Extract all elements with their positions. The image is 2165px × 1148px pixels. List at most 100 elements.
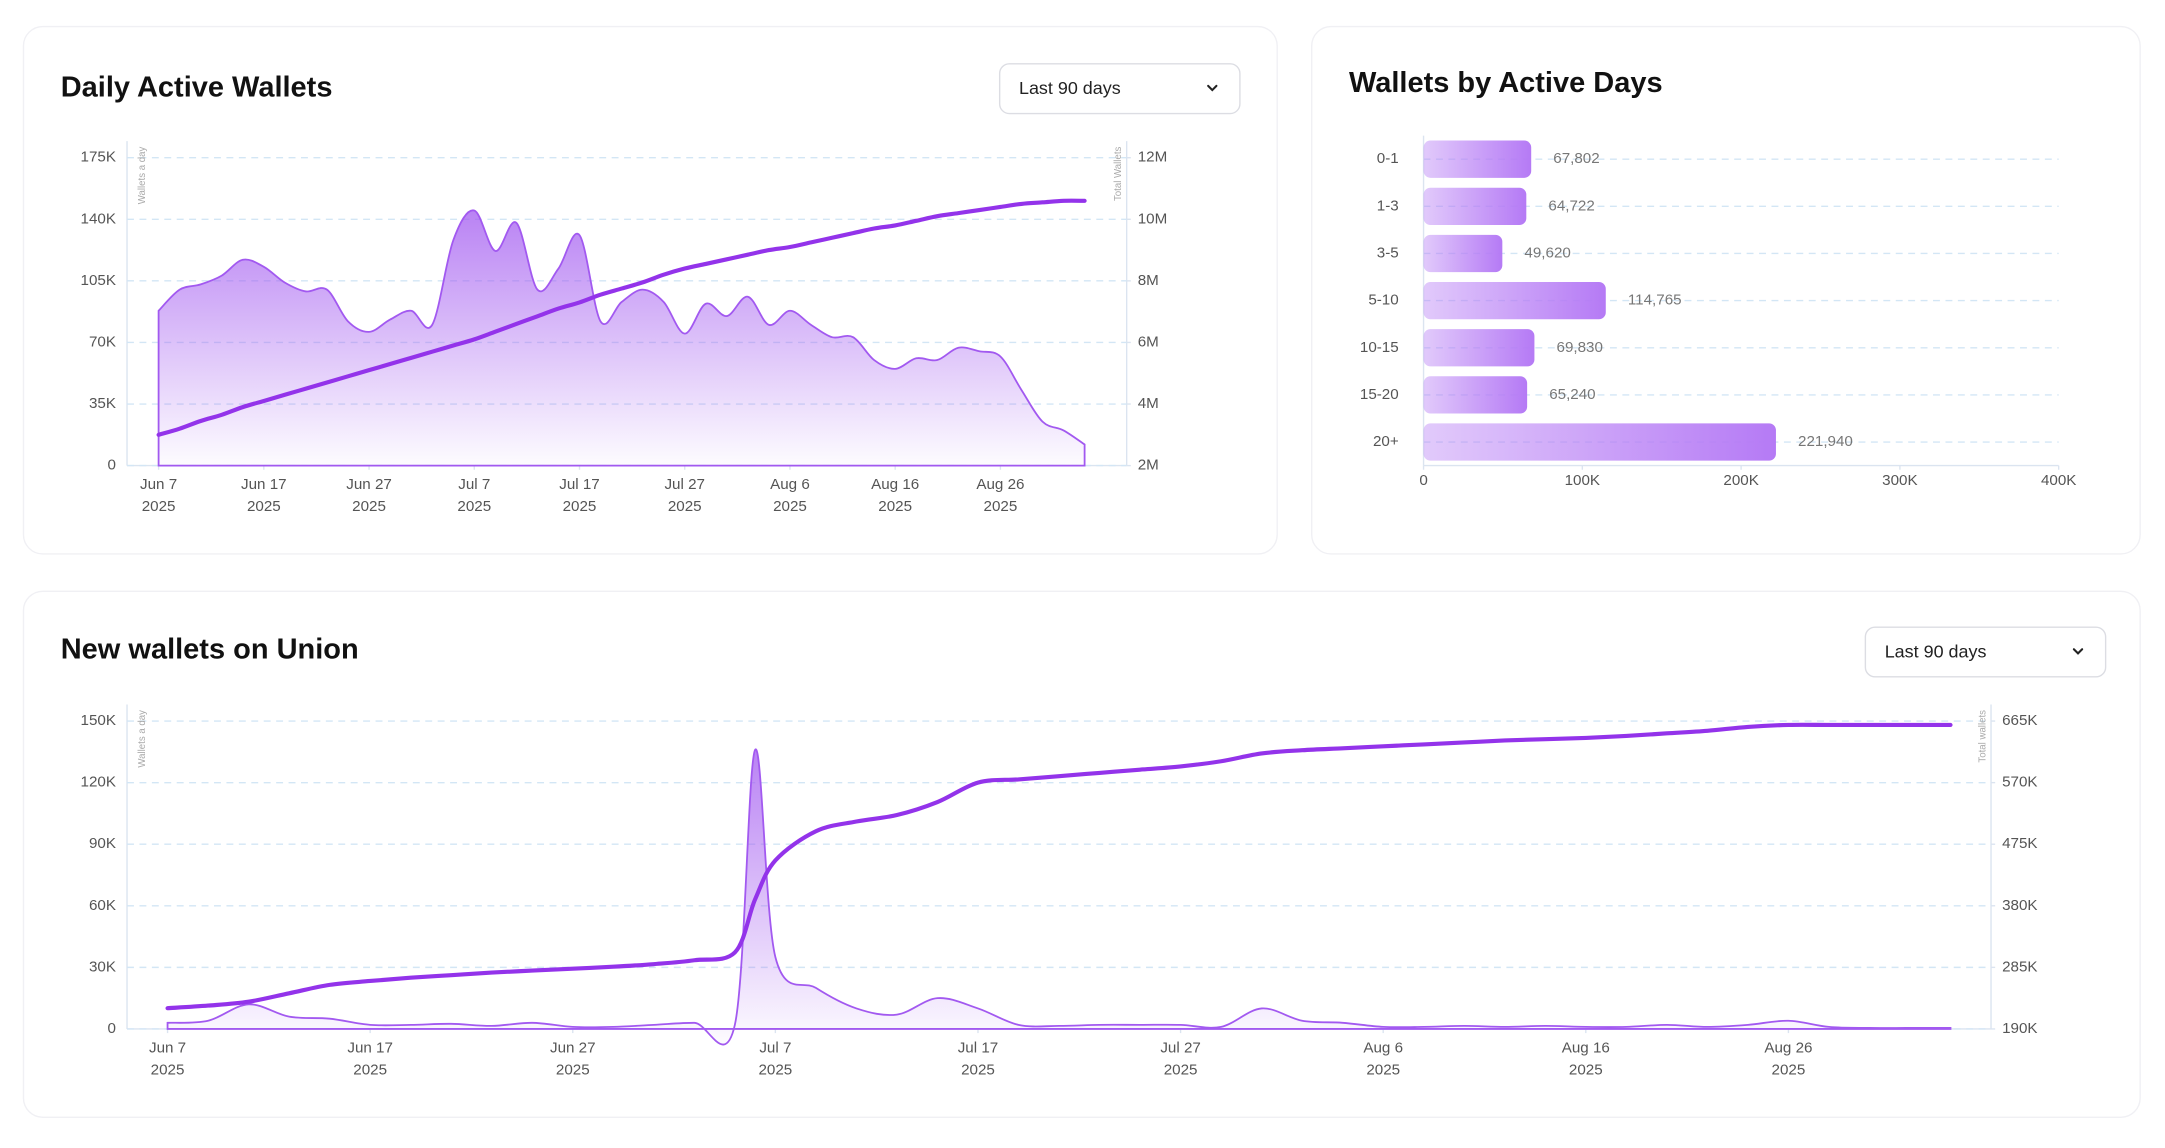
line [156,198,1087,437]
x-tick-label: Jul 7 [759,1039,791,1056]
chart-title: New wallets on Union [61,633,359,665]
x-tick-label: 0 [1419,472,1427,489]
y-tick-label: 70K [89,333,116,350]
y2-tick-label: 12M [1138,149,1168,166]
y-tick-label: 90K [89,835,116,852]
y2-tick-label: 4M [1138,395,1159,412]
x-tick-label: Jul 17 [958,1039,998,1056]
x-tick-label: Aug 6 [770,476,810,493]
x-tick-label: 2025 [1164,1061,1198,1078]
x-tick-label: Jul 7 [458,476,490,493]
bar [1423,234,1503,273]
x-tick-label: 400K [2041,472,2076,489]
dropdown-label: Last 90 days [1019,78,1121,98]
y-tick-label: 5-10 [1368,292,1398,309]
x-tick-label: 2025 [668,498,702,515]
data-label: 49,620 [1524,244,1570,261]
y-tick-label: 0 [108,1020,116,1037]
y2-axis-title: Total wallets [1977,710,1988,763]
y-tick-label: 140K [81,210,116,227]
y-tick-label: 105K [81,272,116,289]
chart-title: Wallets by Active Days [1349,67,1663,99]
x-tick-label: 2025 [352,498,386,515]
y-tick-label: 175K [81,149,116,166]
chart-title: Daily Active Wallets [61,71,333,103]
y-tick-label: 60K [89,897,116,914]
data-label: 221,940 [1798,433,1853,450]
y-tick-label: 35K [89,395,116,412]
y-tick-label: 3-5 [1377,244,1399,261]
bar [1423,376,1528,414]
data-label: 67,802 [1553,150,1599,167]
y2-tick-label: 285K [2002,958,2037,975]
y2-tick-label: 665K [2002,712,2037,729]
x-tick-label: 2025 [878,498,912,515]
dropdown-label: Last 90 days [1885,641,1987,661]
x-tick-label: 2025 [457,498,491,515]
x-tick-label: Aug 26 [1764,1039,1812,1056]
y2-tick-label: 2M [1138,457,1159,474]
chevron-icon [1207,84,1218,92]
y-tick-label: 0-1 [1377,150,1399,167]
range-dropdown[interactable]: Last 90 days [1864,626,2107,678]
x-tick-label: 2025 [151,1061,185,1078]
x-tick-label: 300K [1882,472,1917,489]
x-tick-label: 2025 [142,498,176,515]
x-tick-label: 200K [1723,472,1758,489]
x-tick-label: 2025 [1772,1061,1806,1078]
y2-tick-label: 570K [2002,774,2037,791]
y-tick-label: 150K [81,712,116,729]
y2-tick-label: 10M [1138,210,1168,227]
range-dropdown[interactable]: Last 90 days [998,63,1241,115]
x-tick-label: Jul 17 [559,476,599,493]
y-tick-label: 120K [81,774,116,791]
x-tick-label: 2025 [961,1061,995,1078]
x-tick-label: 2025 [1366,1061,1400,1078]
x-tick-label: Jul 27 [664,476,705,493]
area [157,209,1086,467]
data-label: 114,765 [1628,292,1682,309]
dropdown-box [1864,626,2107,678]
area [166,748,1952,1046]
x-tick-label: 2025 [1569,1061,1603,1078]
card [22,590,2141,1119]
data-label: 65,240 [1549,386,1595,403]
x-tick-label: Aug 6 [1363,1039,1403,1056]
y-tick-label: 10-15 [1360,339,1399,356]
y-axis-title: Wallets a day [137,146,148,204]
bar [1423,187,1527,225]
x-tick-label: Jun 7 [140,476,177,493]
x-tick-label: 2025 [773,498,807,515]
y-tick-label: 30K [89,958,116,975]
x-tick-label: 2025 [247,498,281,515]
y-tick-label: 20+ [1373,433,1399,450]
y-tick-label: 1-3 [1377,197,1399,214]
x-tick-label: 2025 [563,498,597,515]
bar [1423,423,1776,461]
x-tick-label: Jun 7 [149,1039,186,1056]
x-tick-label: 2025 [984,498,1018,515]
x-tick-label: 2025 [353,1061,387,1078]
bar [1423,329,1535,367]
y-tick-label: 15-20 [1360,386,1399,403]
y-tick-label: 0 [108,457,116,474]
y2-tick-label: 190K [2002,1020,2037,1037]
x-tick-label: Jun 27 [346,476,392,493]
x-tick-label: 100K [1565,472,1600,489]
x-tick-label: 2025 [758,1061,792,1078]
chevron-icon [2072,648,2084,655]
dropdown-box [998,63,1241,115]
bar [1423,281,1606,320]
x-tick-label: Jun 17 [241,476,287,493]
y2-tick-label: 475K [2002,835,2037,852]
x-tick-label: 2025 [556,1061,590,1078]
data-label: 69,830 [1557,339,1603,356]
data-label: 64,722 [1548,197,1594,214]
x-tick-label: Jul 27 [1160,1039,1201,1056]
line [165,722,1953,1011]
x-tick-label: Jun 17 [347,1039,393,1056]
x-tick-label: Aug 16 [871,476,919,493]
x-tick-label: Jun 27 [550,1039,596,1056]
